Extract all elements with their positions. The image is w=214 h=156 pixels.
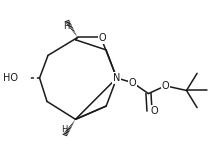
Text: O: O [151,106,159,116]
Text: N: N [113,73,120,83]
Text: H: H [61,125,67,134]
Text: O: O [129,78,136,88]
Text: O: O [162,81,169,91]
Text: HO: HO [3,73,18,83]
Text: O: O [98,33,106,43]
Text: H: H [63,22,69,31]
